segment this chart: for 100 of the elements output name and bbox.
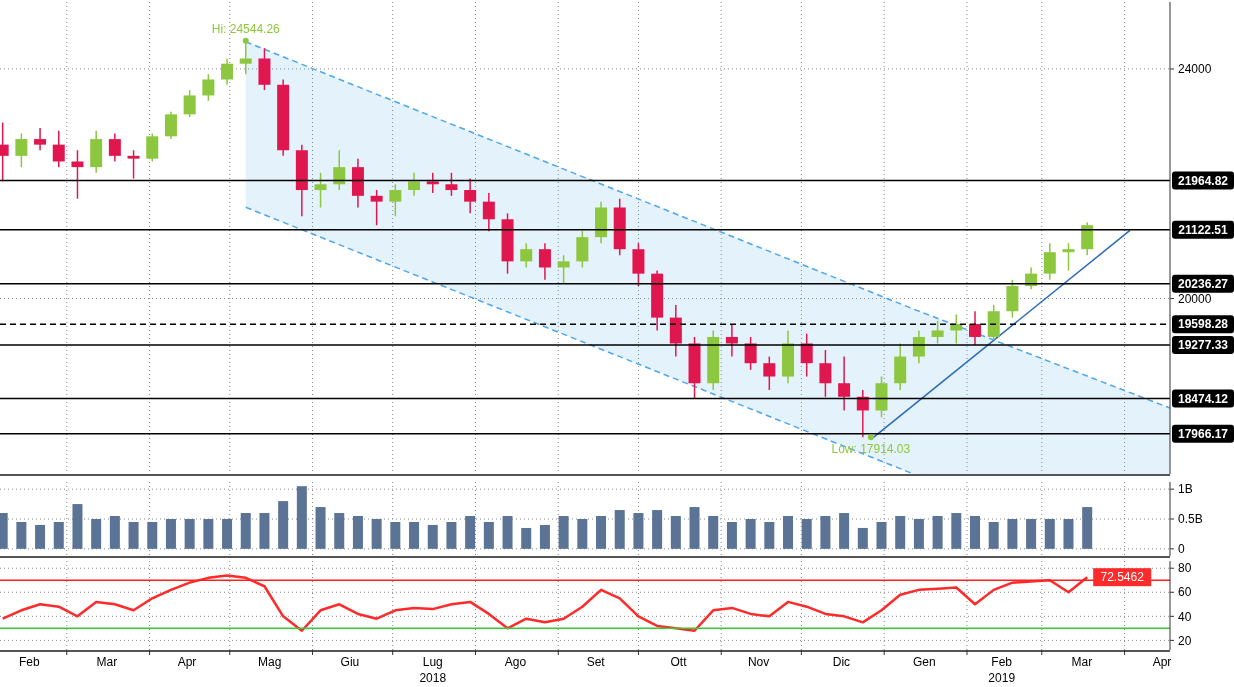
ref-line-label: 21122.51: [1178, 223, 1229, 238]
bar: [483, 521, 494, 549]
y-tick-label: 0: [1178, 542, 1185, 557]
bar: [371, 519, 382, 549]
y-tick-label: 0.5B: [1178, 512, 1203, 527]
x-tick-label: Feb: [19, 655, 41, 669]
bar: [259, 513, 270, 549]
bar: [726, 521, 737, 549]
candlestick: [763, 355, 776, 391]
bar: [539, 524, 550, 549]
candlestick: [1081, 221, 1094, 257]
candlestick: [108, 132, 121, 163]
bar: [689, 507, 700, 549]
bar: [951, 513, 962, 549]
annotation: Hi: 24544.26: [211, 21, 281, 36]
x-tick-label: Ago: [504, 655, 527, 669]
bar: [147, 521, 158, 549]
y-tick-label: 24000: [1178, 62, 1212, 77]
bar: [222, 519, 233, 549]
candlestick: [15, 132, 28, 168]
bar: [857, 527, 868, 549]
bar: [895, 516, 906, 549]
candlestick: [426, 172, 439, 194]
bar: [1007, 519, 1018, 549]
candlestick: [931, 320, 944, 345]
candlestick: [34, 127, 47, 151]
y-tick-label: 20: [1178, 633, 1192, 648]
bar: [128, 521, 139, 549]
bar: [16, 521, 27, 549]
candlestick: [912, 329, 925, 364]
bar: [820, 516, 831, 549]
bar: [352, 516, 363, 549]
candlestick: [464, 177, 477, 215]
bar: [764, 521, 775, 549]
bar: [72, 504, 83, 549]
candlestick: [819, 349, 832, 398]
bar: [932, 516, 943, 549]
x-tick-label: Apr: [1152, 655, 1172, 669]
bar: [988, 521, 999, 549]
x-tick-label: Lug 2018: [419, 655, 447, 685]
bar: [745, 519, 756, 549]
bar: [521, 527, 532, 549]
ref-line-label: 17966.17: [1177, 426, 1229, 441]
x-tick-label: Nov: [747, 655, 770, 669]
bar: [633, 513, 644, 549]
candlestick: [969, 310, 981, 346]
candlestick: [520, 242, 533, 269]
candlestick: [389, 183, 402, 218]
y-tick-label: 20000: [1178, 291, 1212, 306]
candlestick: [838, 355, 851, 412]
bar: [334, 513, 345, 549]
bar: [876, 521, 887, 549]
bar: [970, 516, 980, 549]
bar: [913, 519, 924, 549]
y-tick-label: 1B: [1178, 482, 1193, 497]
bar: [165, 519, 176, 549]
bar: [708, 516, 719, 549]
bar: [1026, 519, 1037, 549]
bar: [614, 510, 625, 549]
bar: [446, 521, 457, 549]
bar: [427, 524, 438, 549]
x-tick-label: Ott: [670, 655, 688, 669]
bar: [558, 516, 569, 549]
candlestick: [725, 323, 738, 358]
candlestick: [52, 130, 65, 168]
candlestick: [1062, 242, 1075, 272]
candlestick: [800, 332, 813, 378]
bar: [801, 519, 812, 549]
bar: [1044, 519, 1055, 549]
x-tick-label: Mar: [96, 655, 118, 669]
ref-line-label: 18474.12: [1177, 391, 1229, 406]
ref-line-label: 21964.82: [1177, 173, 1229, 188]
bar: [296, 486, 307, 549]
bar: [652, 510, 663, 549]
bar: [390, 521, 401, 549]
bar: [278, 501, 289, 549]
bar: [577, 519, 588, 549]
candlestick: [314, 172, 327, 209]
bar: [35, 524, 46, 549]
candlestick: [221, 57, 234, 86]
bar: [409, 521, 420, 549]
bar: [839, 513, 850, 549]
annotation: Low: 17914.03: [831, 442, 911, 457]
candlestick: [164, 110, 177, 140]
bar: [91, 519, 102, 549]
candlestick: [482, 192, 495, 232]
bar: [596, 516, 607, 549]
bar: [203, 519, 214, 549]
candlestick: [127, 149, 140, 180]
candlestick: [538, 242, 551, 281]
x-tick-label: Mar: [1071, 655, 1093, 669]
bar: [240, 513, 251, 549]
bar: [502, 516, 513, 549]
ref-line-label: 19598.28: [1177, 317, 1229, 332]
x-tick-label: Gen: [912, 655, 936, 669]
bar: [184, 519, 195, 549]
y-tick-label: 60: [1178, 585, 1192, 600]
candlestick: [71, 149, 84, 200]
candlestick: [146, 132, 159, 163]
x-tick-label: Apr: [177, 655, 197, 669]
